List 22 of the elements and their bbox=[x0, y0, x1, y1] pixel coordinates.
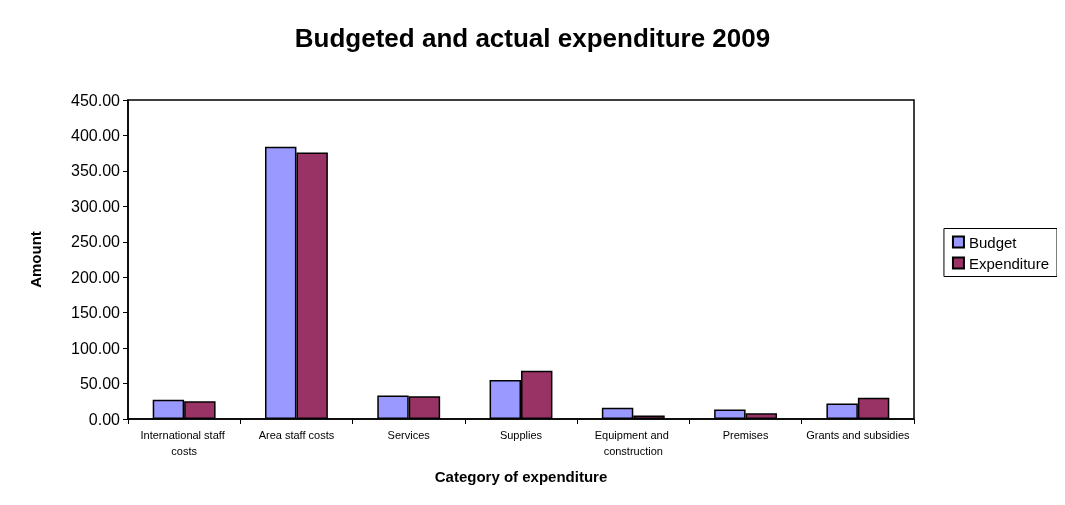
x-axis-title: Category of expenditure bbox=[434, 468, 608, 485]
y-tick-label: 300.00 bbox=[71, 197, 121, 215]
x-tick-label: Equipment and construction bbox=[594, 429, 672, 457]
y-tick-label: 50.00 bbox=[79, 375, 121, 393]
x-tick-label: Grants and subsidies bbox=[806, 429, 911, 441]
y-tick-label: 400.00 bbox=[71, 126, 121, 144]
x-tick-label: Services bbox=[387, 429, 431, 441]
legend-label: Expenditure bbox=[968, 254, 1050, 272]
y-tick-label: 200.00 bbox=[71, 268, 121, 286]
x-tick-label: International staff costs bbox=[140, 429, 228, 457]
legend-label: Budget bbox=[968, 233, 1018, 251]
x-tick-label: Premises bbox=[722, 429, 769, 441]
y-axis-title: Amount bbox=[27, 231, 44, 288]
y-tick-label: 450.00 bbox=[71, 91, 121, 109]
y-tick-label: 150.00 bbox=[71, 304, 121, 322]
y-tick-label: 100.00 bbox=[71, 339, 121, 357]
x-tick-label: Supplies bbox=[499, 429, 543, 441]
y-tick-label: 0.00 bbox=[88, 410, 121, 428]
y-tick-label: 350.00 bbox=[71, 162, 121, 180]
y-tick-label: 250.00 bbox=[71, 233, 121, 251]
chart-title: Budgeted and actual expenditure 2009 bbox=[294, 23, 771, 53]
x-tick-label: Area staff costs bbox=[258, 429, 335, 441]
